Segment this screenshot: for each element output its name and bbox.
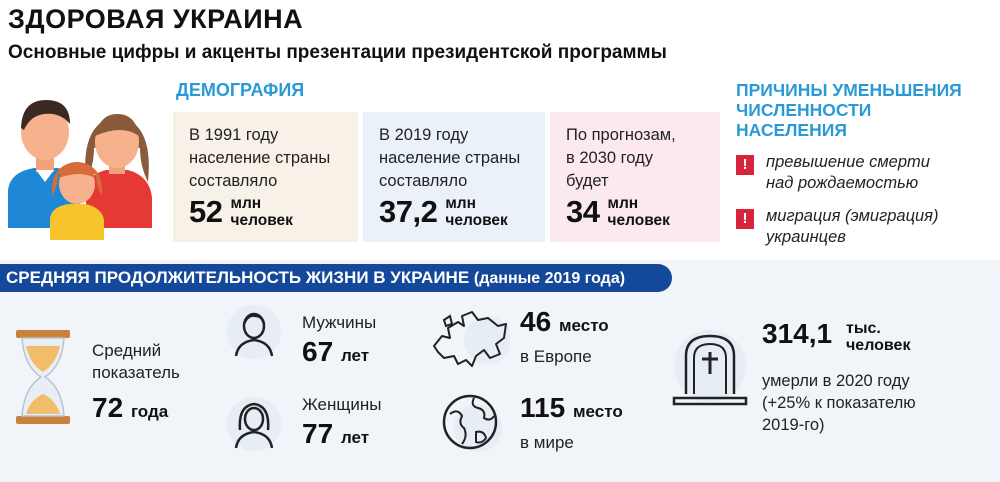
life-expectancy-banner: СРЕДНЯЯ ПРОДОЛЖИТЕЛЬНОСТЬ ЖИЗНИ В УКРАИН…	[0, 264, 672, 292]
demography-card-2019: В 2019 году население страны составляло …	[363, 112, 545, 242]
deaths-unit: тыс. человек	[846, 320, 910, 354]
card-line: население страны	[379, 149, 521, 167]
men-label: Мужчины	[302, 313, 377, 332]
reason-line: миграция (эмиграция)	[766, 207, 939, 225]
average-number: 72	[92, 392, 124, 423]
card-unit: человек	[445, 212, 508, 229]
average-value: 72 года	[92, 392, 168, 424]
world-value: 115 место	[520, 392, 623, 424]
europe-unit: место	[558, 316, 609, 335]
reason-line: над рождаемостью	[766, 174, 919, 192]
deaths-unit-line: человек	[846, 337, 911, 354]
woman-icon	[227, 397, 281, 451]
family-icon	[8, 100, 152, 240]
card-line: будет	[566, 172, 609, 190]
deaths-line: 2019-го)	[762, 416, 825, 434]
europe-map-icon	[433, 311, 510, 367]
europe-label: в Европе	[520, 347, 592, 366]
women-label: Женщины	[302, 395, 382, 414]
reason-line: превышение смерти	[766, 153, 930, 171]
reasons-title: ПРИЧИНЫ УМЕНЬШЕНИЯ ЧИСЛЕННОСТИ НАСЕЛЕНИЯ	[736, 80, 962, 140]
man-icon	[227, 305, 281, 359]
average-unit: года	[130, 402, 169, 421]
globe-icon	[442, 394, 502, 452]
hourglass-icon	[16, 330, 70, 424]
reason-item: ! миграция (эмиграция) украинцев	[736, 206, 986, 248]
average-line: показатель	[92, 363, 180, 382]
card-unit: млн	[607, 195, 639, 212]
men-unit: лет	[340, 346, 370, 365]
life-expectancy-panel	[0, 260, 1000, 482]
card-line: составляло	[189, 172, 278, 190]
alert-icon: !	[736, 209, 754, 229]
card-line: население страны	[189, 149, 331, 167]
card-line: в 2030 году	[566, 149, 653, 167]
card-unit: млн	[445, 195, 477, 212]
average-line: Средний	[92, 341, 162, 360]
deaths-description: умерли в 2020 году (+25% к показателю 20…	[762, 370, 916, 436]
demography-card-2030: По прогнозам, в 2030 году будет 34 млн че…	[550, 112, 720, 242]
deaths-unit-line: тыс.	[846, 320, 881, 337]
deaths-line: (+25% к показателю	[762, 394, 916, 412]
tombstone-icon	[672, 330, 748, 406]
average-label: Средний показатель	[92, 340, 180, 384]
page-title: ЗДОРОВАЯ УКРАИНА	[8, 4, 304, 34]
europe-value: 46 место	[520, 306, 609, 338]
card-line: составляло	[379, 172, 468, 190]
card-unit: человек	[607, 212, 670, 229]
reason-line: украинцев	[766, 228, 846, 246]
europe-number: 46	[520, 306, 552, 337]
world-unit: место	[572, 402, 623, 421]
world-label: в мире	[520, 433, 574, 452]
card-line: В 2019 году	[379, 126, 469, 144]
card-line: По прогнозам,	[566, 126, 676, 144]
men-value: 67 лет	[302, 336, 369, 368]
deaths-line: умерли в 2020 году	[762, 372, 910, 390]
card-unit: человек	[230, 212, 293, 229]
page-subtitle: Основные цифры и акценты презентации пре…	[8, 42, 667, 63]
card-value: 34	[566, 194, 600, 229]
card-value: 52	[189, 194, 223, 229]
banner-title: СРЕДНЯЯ ПРОДОЛЖИТЕЛЬНОСТЬ ЖИЗНИ В УКРАИН…	[6, 268, 470, 287]
men-number: 67	[302, 336, 334, 367]
banner-subtitle: (данные 2019 года)	[473, 270, 626, 287]
card-line: В 1991 году	[189, 126, 279, 144]
women-unit: лет	[340, 428, 370, 447]
deaths-value: 314,1	[762, 318, 833, 349]
card-value: 37,2	[379, 194, 438, 229]
demography-title: ДЕМОГРАФИЯ	[176, 80, 305, 100]
card-unit: млн	[230, 195, 262, 212]
reason-item: ! превышение смерти над рождаемостью	[736, 152, 986, 194]
alert-icon: !	[736, 155, 754, 175]
demography-card-1991: В 1991 году население страны составляло …	[173, 112, 358, 242]
women-number: 77	[302, 418, 334, 449]
women-value: 77 лет	[302, 418, 369, 450]
world-number: 115	[520, 392, 566, 423]
